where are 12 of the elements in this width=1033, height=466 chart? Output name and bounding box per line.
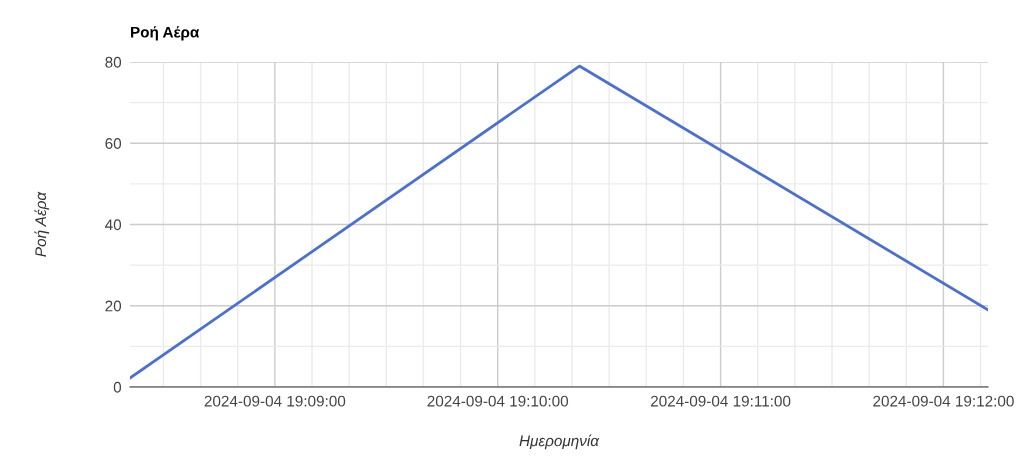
x-tick-label: 2024-09-04 19:11:00 bbox=[650, 395, 791, 407]
y-tick-label: 60 bbox=[105, 138, 122, 149]
x-tick-label: 2024-09-04 19:12:00 bbox=[873, 395, 1014, 407]
chart-title: Ροή Αέρα bbox=[131, 26, 200, 41]
x-tick-label: 2024-09-04 19:09:00 bbox=[204, 395, 346, 407]
y-tick-label: 20 bbox=[105, 300, 122, 312]
x-axis-title: Ημερομηνία bbox=[519, 434, 600, 450]
y-axis-title: Ροή Αέρα bbox=[34, 191, 50, 257]
y-tick-label: 0 bbox=[113, 381, 122, 393]
y-tick-label: 40 bbox=[105, 219, 122, 231]
x-tick-label: 2024-09-04 19:10:00 bbox=[427, 395, 569, 407]
y-tick-label: 80 bbox=[105, 56, 122, 68]
